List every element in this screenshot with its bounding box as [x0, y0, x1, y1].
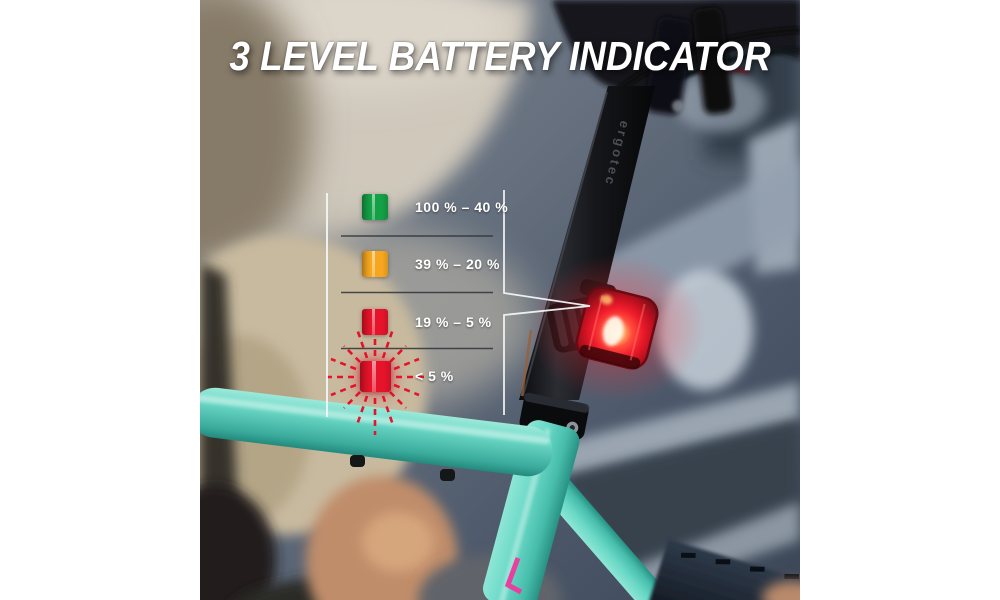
product-photo: ergotec — [200, 0, 800, 600]
photo-scene: ergotec — [200, 0, 800, 600]
battery-range-label: 100 % – 40 % — [415, 199, 509, 215]
battery-range-label: < 5 % — [415, 368, 454, 384]
stair-shadow — [562, 420, 800, 572]
battery-swatch-red — [362, 309, 388, 335]
headline: 3 LEVEL BATTERY INDICATOR — [229, 33, 771, 79]
tire — [644, 538, 800, 600]
lens-facets — [587, 295, 646, 361]
battery-range-label: 39 % – 20 % — [415, 256, 500, 272]
lens-base — [579, 344, 641, 370]
seat-tube-shape — [482, 420, 580, 600]
saddle-clamp-1 — [645, 16, 694, 115]
frame-logo — [504, 557, 523, 595]
lens-glint — [600, 294, 613, 305]
jacket-shadow — [200, 0, 310, 273]
rear-wheel — [644, 538, 800, 600]
cable-guide-2 — [440, 469, 455, 481]
clamp-bolt — [672, 100, 684, 112]
corner-shadow — [200, 485, 276, 600]
lens-group — [575, 286, 659, 370]
stair-band-1 — [555, 382, 800, 478]
seat-stay-tube — [544, 475, 667, 600]
battery-range-label: 19 % – 5 % — [415, 314, 492, 330]
battery-swatch-orange — [362, 251, 388, 277]
taillight — [529, 254, 705, 402]
battery-swatch-green — [362, 194, 388, 220]
led-hotspot — [602, 316, 624, 346]
saddle — [552, 0, 800, 132]
top-tube — [200, 387, 553, 477]
top-tube-gloss — [200, 394, 550, 445]
blink-rays-icon — [323, 319, 427, 435]
bike-frame — [200, 387, 667, 600]
seat-stay — [544, 475, 667, 600]
cable-guide-1 — [350, 455, 365, 467]
knee-highlight — [362, 512, 434, 572]
blink-rays — [323, 319, 427, 435]
battery-swatch-blinking — [360, 361, 391, 392]
saddle-clamp-2 — [692, 7, 734, 115]
ankle-skin — [762, 581, 800, 600]
tire-knobs — [680, 552, 800, 588]
